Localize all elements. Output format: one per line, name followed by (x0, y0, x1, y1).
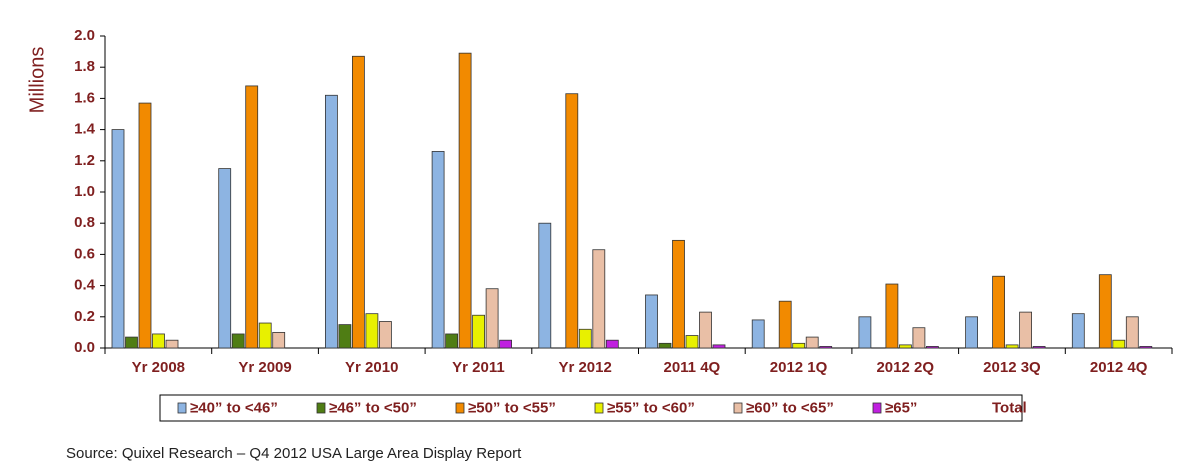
bar (751, 319, 765, 349)
bar (272, 331, 286, 349)
legend-label: ≥46” to <50” (329, 399, 417, 416)
x-tick-label: 2011 4Q (663, 359, 720, 376)
legend-swatch (455, 402, 465, 414)
y-tick-label: 1.8 (74, 58, 95, 75)
legend-swatch (733, 402, 743, 414)
bar (458, 52, 472, 349)
legend-swatch (872, 402, 882, 414)
bar (485, 288, 499, 349)
bar (1098, 274, 1112, 349)
y-tick-label: 0.2 (74, 308, 95, 325)
bar (1019, 311, 1032, 349)
bar (899, 344, 912, 349)
x-tick-label: Yr 2008 (132, 359, 185, 376)
legend-label: ≥40” to <46” (190, 399, 278, 416)
bar (445, 333, 459, 349)
bar (1032, 346, 1046, 349)
bar (792, 342, 806, 349)
bar (1139, 346, 1153, 349)
bar (245, 85, 259, 349)
bar (231, 333, 245, 349)
bar (378, 321, 392, 349)
y-tick-label: 1.0 (74, 183, 95, 200)
bar (324, 94, 338, 349)
bar (858, 316, 872, 349)
bar (1112, 339, 1126, 349)
legend-label: ≥60” to <65” (746, 399, 834, 416)
bar (218, 168, 232, 349)
bar (885, 283, 899, 349)
x-tick-label: 2012 1Q (770, 359, 828, 376)
bar (1071, 313, 1085, 349)
bar (926, 346, 939, 349)
bar (431, 151, 445, 349)
y-tick-label: 1.4 (74, 121, 96, 138)
legend-label: ≥50” to <55” (468, 399, 556, 416)
legend-swatch (316, 402, 326, 414)
x-tick-label: Yr 2010 (345, 359, 398, 376)
y-tick-label: 2.0 (74, 27, 95, 44)
bar (125, 336, 138, 349)
bar (111, 129, 125, 349)
bar (351, 55, 365, 349)
bar (165, 339, 179, 349)
source-note: Source: Quixel Research – Q4 2012 USA La… (66, 445, 522, 462)
y-tick-label: 1.6 (74, 89, 95, 106)
bar (805, 336, 819, 349)
x-tick-label: 2012 4Q (1090, 359, 1148, 376)
x-tick-label: 2012 2Q (876, 359, 934, 376)
y-tick-label: 0.6 (74, 245, 95, 262)
bar (565, 93, 579, 349)
bar (965, 316, 978, 349)
x-tick-label: Yr 2011 (452, 359, 505, 376)
bar (499, 339, 513, 349)
bar (152, 333, 165, 349)
legend-swatch (177, 402, 187, 414)
legend-label: ≥55” to <60” (607, 399, 695, 416)
x-tick-label: Yr 2009 (238, 359, 291, 376)
bar (578, 328, 592, 349)
bar (992, 275, 1005, 349)
y-tick-label: 1.2 (74, 152, 95, 169)
y-tick-label: 0.4 (74, 277, 96, 294)
bar (1125, 316, 1139, 349)
bar (138, 102, 152, 349)
x-tick-label: 2012 3Q (983, 359, 1041, 376)
bar (672, 239, 685, 349)
bar (912, 327, 926, 349)
bar (699, 311, 712, 349)
bar (338, 324, 352, 349)
bar (365, 313, 379, 349)
y-tick-label: 0.0 (74, 339, 95, 356)
legend-swatch (594, 402, 604, 414)
bar (658, 342, 672, 349)
bar (472, 314, 486, 349)
bar (258, 322, 272, 349)
legend-label: Total (992, 399, 1027, 416)
bar (819, 346, 833, 349)
bar (592, 249, 606, 349)
bar (538, 222, 552, 349)
bar (1005, 344, 1019, 349)
y-tick-label: 0.8 (74, 214, 95, 231)
bar (778, 300, 792, 349)
bar (685, 335, 699, 349)
bar (645, 294, 658, 349)
legend-label: ≥65” (885, 399, 917, 416)
bar (605, 339, 619, 349)
x-tick-label: Yr 2012 (558, 359, 611, 376)
bar (712, 344, 726, 349)
y-axis-label: Millions (26, 47, 48, 114)
